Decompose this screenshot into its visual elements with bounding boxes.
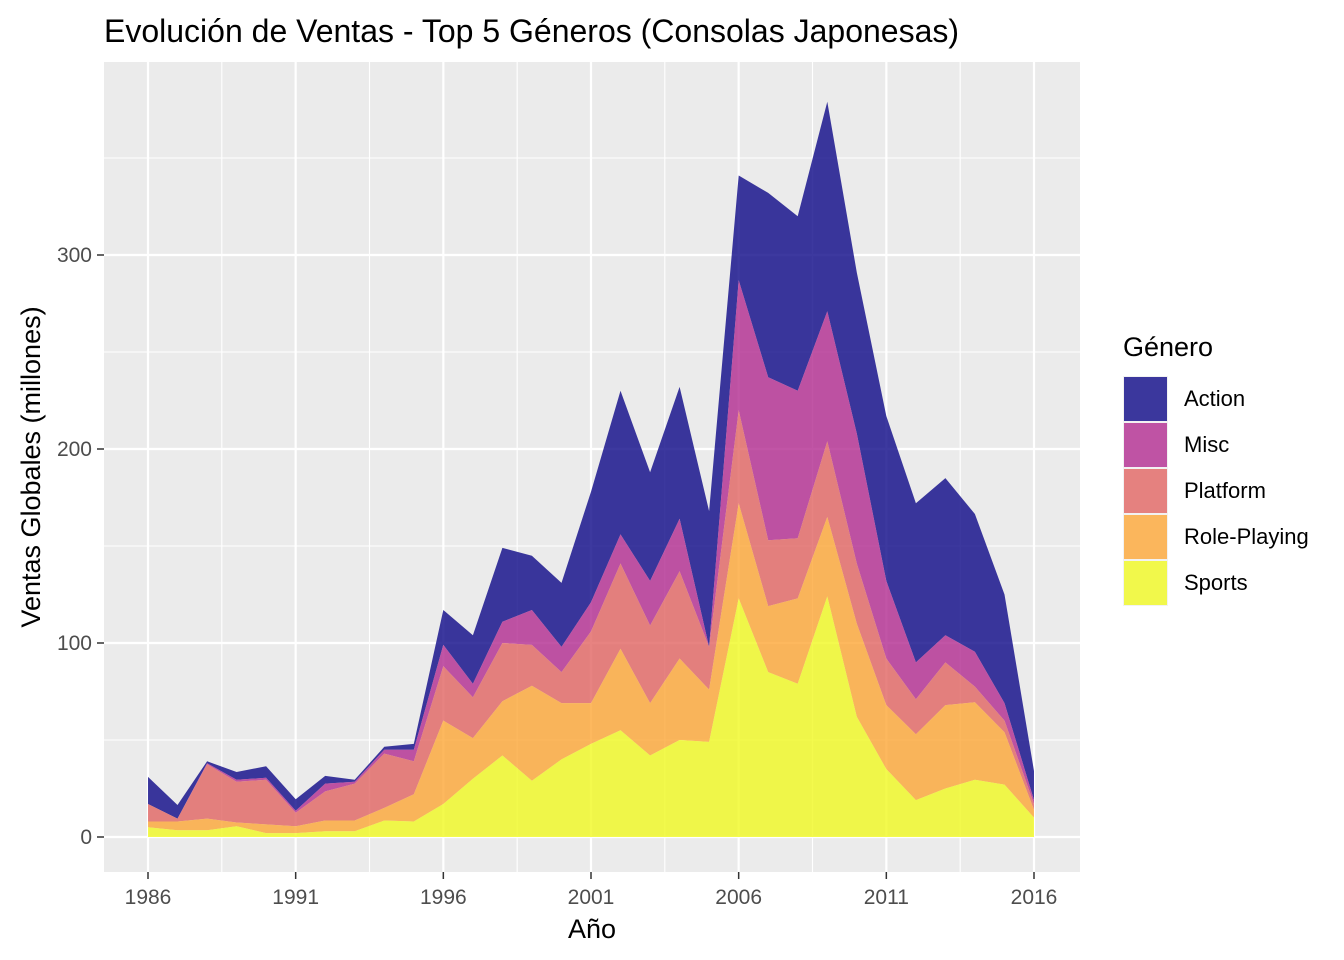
x-tick-label: 2006	[715, 886, 762, 909]
legend-swatch-sports	[1124, 561, 1167, 605]
x-tick-label: 1996	[420, 886, 467, 909]
legend-label-platform: Platform	[1184, 478, 1266, 503]
area-role-playing	[148, 503, 1034, 834]
legend-swatch-role-playing	[1124, 515, 1167, 559]
legend-label-action: Action	[1184, 386, 1245, 411]
legend-swatch-misc	[1124, 423, 1167, 467]
area-sports	[148, 596, 1034, 837]
x-tick-label: 1991	[272, 886, 319, 909]
x-tick-label: 2016	[1011, 886, 1058, 909]
legend-swatch-action	[1124, 377, 1167, 421]
area-platform	[148, 410, 1034, 827]
area-action	[148, 101, 1034, 819]
y-tick-label: 0	[80, 826, 92, 849]
legend-label-role-playing: Role-Playing	[1184, 524, 1309, 549]
area-misc	[148, 280, 1034, 819]
x-axis-title: Año	[568, 914, 616, 944]
legend-swatch-platform	[1124, 469, 1167, 513]
legend-title: Género	[1123, 332, 1213, 362]
legend-label-sports: Sports	[1184, 570, 1248, 595]
legend: Género Action Misc Platform Role-Playing Spo…	[1123, 332, 1309, 606]
y-axis: 0 100 200 300	[57, 244, 104, 849]
x-tick-label: 1986	[125, 886, 172, 909]
x-tick-label: 2001	[568, 886, 615, 909]
legend-label-misc: Misc	[1184, 432, 1229, 457]
x-axis: 1986 1991 1996 2001 2006 2011 2016	[125, 872, 1058, 909]
chart-title: Evolución de Ventas - Top 5 Géneros (Con…	[104, 13, 959, 49]
y-tick-label: 100	[57, 632, 92, 655]
y-axis-title: Ventas Globales (millones)	[16, 306, 46, 627]
x-tick-label: 2011	[864, 886, 909, 909]
y-tick-label: 300	[57, 244, 92, 267]
stacked-areas	[148, 101, 1034, 837]
y-tick-label: 200	[57, 438, 92, 461]
